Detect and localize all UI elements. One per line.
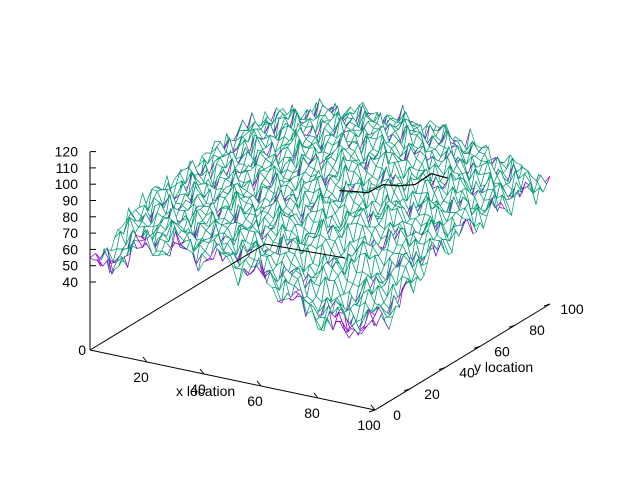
- y-tick-mark: [438, 367, 446, 371]
- x-tick-label: 80: [304, 405, 320, 421]
- z-tick-label: 60: [62, 241, 78, 257]
- z-tick-label: 100: [55, 176, 79, 192]
- base-back-left-edge: [89, 243, 266, 351]
- x-tick-mark: [199, 368, 205, 375]
- axes: 0405060708090100110120204060801000204060…: [55, 144, 584, 433]
- x-tick-mark: [370, 404, 376, 411]
- y-axis-label: y location: [474, 359, 533, 375]
- surface-mesh: [89, 97, 551, 339]
- z-tick-label: 120: [55, 144, 79, 160]
- x-tick-mark: [256, 380, 262, 387]
- y-tick-label: 40: [459, 365, 475, 381]
- z-tick-label: 90: [62, 193, 78, 209]
- y-tick-label: 20: [424, 386, 440, 402]
- surface-cell: [368, 307, 379, 321]
- z-tick-label: 50: [62, 258, 78, 274]
- y-tick-mark: [543, 303, 551, 307]
- surface-quads: [89, 97, 551, 339]
- x-axis-line: [89, 349, 376, 411]
- z-tick-label: 0: [78, 342, 86, 358]
- y-tick-label: 100: [560, 301, 584, 317]
- y-tick-mark: [473, 345, 481, 349]
- x-tick-label: 100: [357, 417, 381, 433]
- y-tick-mark: [403, 388, 411, 392]
- y-tick-label: 80: [529, 322, 545, 338]
- y-tick-mark: [368, 409, 376, 413]
- z-tick-label: 40: [62, 274, 78, 290]
- y-tick-mark: [508, 324, 516, 328]
- x-axis-label: x location: [176, 383, 235, 399]
- z-tick-label: 70: [62, 225, 78, 241]
- x-tick-label: 40: [190, 381, 206, 397]
- x-tick-mark: [142, 356, 148, 363]
- x-tick-label: 60: [247, 393, 263, 409]
- x-tick-label: 20: [133, 369, 149, 385]
- z-tick-label: 80: [62, 209, 78, 225]
- z-tick-label: 110: [56, 160, 79, 176]
- x-tick-mark: [313, 392, 319, 399]
- y-axis-line: [374, 303, 551, 411]
- y-tick-label: 60: [494, 343, 510, 359]
- base-back-edge: [264, 243, 346, 259]
- y-tick-label: 0: [393, 407, 401, 423]
- surface-path: [339, 173, 448, 194]
